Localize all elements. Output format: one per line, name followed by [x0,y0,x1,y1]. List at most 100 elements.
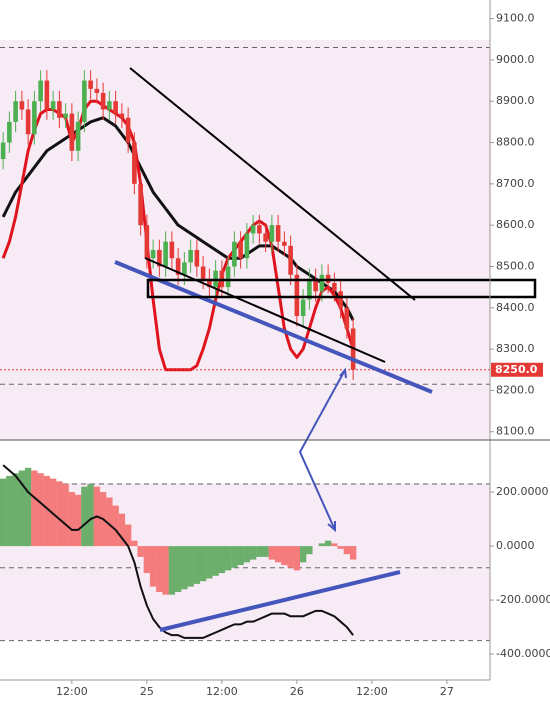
histogram-bar [212,546,219,576]
y-tick-label: -200.0000 [496,593,550,606]
candle-body [263,233,268,242]
candle-body [125,117,131,143]
histogram-bar [324,540,332,547]
candle-body [88,80,93,89]
histogram-bar [199,546,207,582]
histogram-bar [181,546,188,590]
candle-body [288,245,293,275]
histogram-bar [281,546,288,565]
histogram-bar [337,546,344,549]
histogram-bar [12,473,19,547]
y-tick-label: 8300.0 [496,342,535,355]
x-tick-label: 27 [440,685,454,698]
y-tick-label: 9000.0 [496,53,535,66]
y-tick-label: 8100.0 [496,425,535,438]
histogram-bar [156,546,163,592]
histogram-bar [193,546,201,584]
candle-body [307,278,312,300]
histogram-bar [349,546,357,560]
candle-body [144,225,150,259]
histogram-bar [0,478,7,547]
candle-body [57,101,62,118]
candle-body [82,80,87,122]
histogram-bar [174,546,182,592]
histogram-bar [81,486,88,547]
zone-box [146,278,537,299]
histogram-bar [162,546,169,595]
histogram-bar [118,513,126,547]
candle-body [169,241,175,259]
candle-body [38,80,43,102]
candle-body [157,249,162,267]
candle-body [107,101,112,110]
histogram-bar [343,546,351,555]
x-tick-label: 12:00 [206,685,238,698]
x-tick-label: 26 [290,685,304,698]
candle-body [257,225,262,234]
histogram-bar [106,497,113,547]
candle-body [338,291,343,308]
candle-body [69,113,75,151]
candle-body [194,249,200,267]
histogram-bar [187,546,194,587]
histogram-bar [49,478,57,547]
histogram-bar [224,546,232,571]
candle-body [250,225,256,234]
histogram-bar [231,546,238,568]
y-tick-label: 8500.0 [496,259,535,272]
arrow [298,369,346,531]
overlay-line [1,116,355,321]
y-tick-label: 8600.0 [496,218,535,231]
histogram-bar [43,475,51,547]
last-price-label: 8250.0 [495,363,538,376]
candle-body [238,241,243,259]
trendline [129,67,416,301]
candle-body [7,121,12,143]
histogram-bar [287,546,294,568]
y-tick-label: 8200.0 [496,383,535,396]
candle-body [344,307,350,329]
arrow-head [339,367,347,379]
candle-body [32,101,37,135]
candle-body [113,101,118,114]
trendline [159,570,401,632]
candle-body [138,183,143,226]
histogram-bar [56,481,63,547]
histogram-bar [331,543,338,547]
y-tick-label: 8700.0 [496,177,535,190]
candle-body [300,299,306,317]
candle-body [175,258,181,275]
histogram-bar [318,543,326,547]
x-tick-label: 12:00 [356,685,388,698]
histogram-bar [6,475,13,547]
last-price-box [491,362,543,377]
histogram-bar [218,546,226,574]
candle-body [232,241,237,267]
histogram-bar [293,546,301,571]
histogram-bar [149,546,157,587]
histogram-bar [306,546,313,555]
histogram-bar [274,546,282,563]
histogram-bar [237,546,244,565]
histogram-bar [24,467,32,547]
y-tick-label: -400.0000 [496,647,550,660]
candle-body [294,274,300,317]
candle-body [282,241,287,246]
candle-body [0,142,6,160]
histogram-bar [62,484,69,547]
osc-line [2,464,354,639]
x-tick-label: 12:00 [56,685,88,698]
histogram-bar [124,524,132,547]
histogram-bar [268,546,276,560]
candle-body [188,249,193,263]
histogram-bar [131,540,138,547]
histogram-bar [249,546,257,560]
histogram-bar [256,546,263,557]
candle-body [13,101,18,122]
y-tick-label: 8400.0 [496,301,535,314]
candle-body [225,266,231,288]
histogram-bar [137,546,144,557]
candle-body [25,109,31,135]
candle-body [50,101,56,110]
